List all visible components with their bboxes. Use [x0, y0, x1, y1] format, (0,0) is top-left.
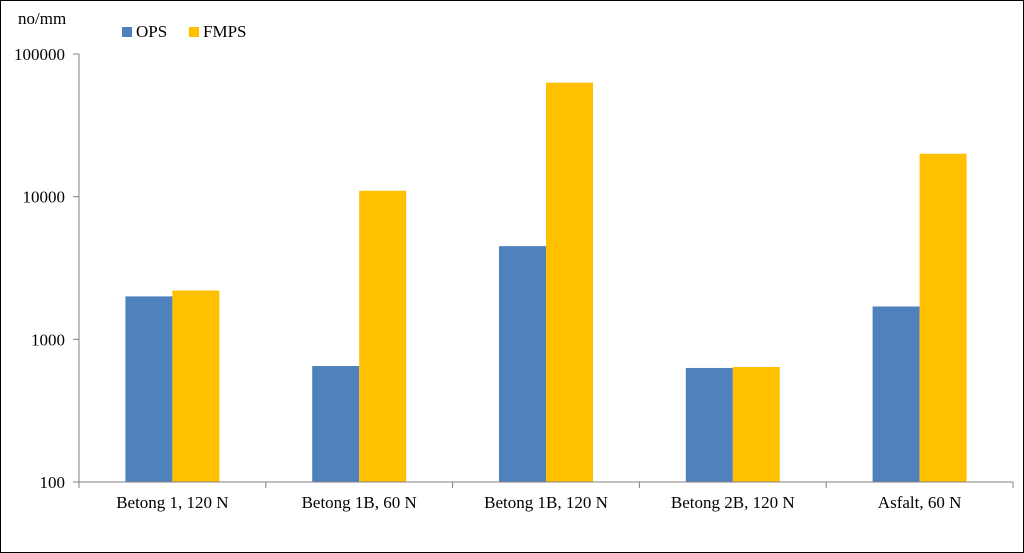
legend: OPS FMPS: [122, 22, 246, 41]
y-tick-label: 100: [40, 473, 66, 492]
x-category-label: Betong 1B, 60 N: [302, 493, 417, 512]
x-category-label: Betong 1B, 120 N: [484, 493, 608, 512]
x-category-label: Betong 2B, 120 N: [671, 493, 795, 512]
y-tick-label: 1000: [31, 330, 65, 349]
bar-ops: [312, 366, 360, 482]
y-tick-label: 100000: [14, 45, 65, 64]
bar-fmps: [359, 190, 407, 483]
bar-fmps: [732, 366, 780, 482]
bar-ops: [685, 367, 733, 482]
y-axis-unit-label: no/mm: [18, 9, 66, 28]
legend-label-fmps: FMPS: [203, 22, 246, 41]
y-tick-label: 10000: [23, 188, 66, 207]
bar-fmps: [919, 153, 967, 482]
bar-fmps: [546, 82, 593, 483]
bar-ops: [499, 246, 546, 482]
x-category-label: Betong 1, 120 N: [116, 493, 228, 512]
bar-fmps: [172, 290, 220, 482]
legend-swatch-ops: [122, 27, 132, 37]
plot-area: 100 1000 10000 100000 Betong 1, 120 N Betong …: [14, 45, 1014, 512]
bar-ops: [872, 306, 920, 482]
bar-ops: [125, 296, 173, 482]
legend-swatch-fmps: [189, 27, 199, 37]
x-category-label: Asfalt, 60 N: [878, 493, 962, 512]
legend-label-ops: OPS: [136, 22, 167, 41]
